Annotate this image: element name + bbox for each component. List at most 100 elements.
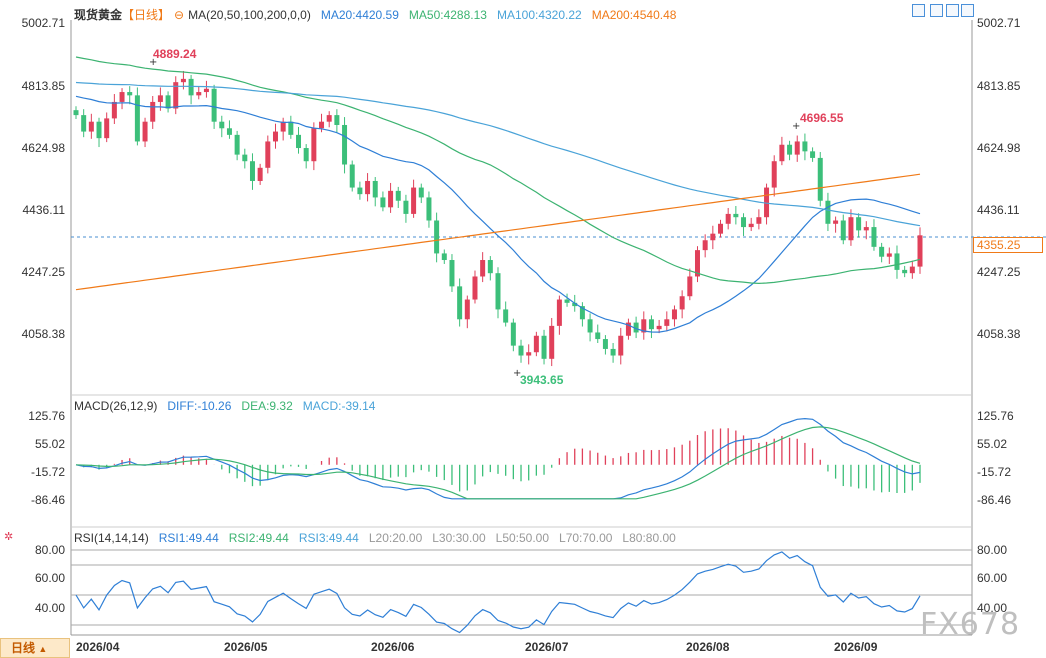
candle-body [825,200,831,224]
rsi-l80: L80:80.00 [622,531,676,545]
candle-body [549,325,555,359]
macd-group [75,417,921,500]
macd-tick-left-3: -86.46 [30,493,65,507]
candle-body [96,121,102,139]
candle-body [380,197,386,208]
candle-body [694,250,700,277]
macd-tick-right-0: 125.76 [977,409,1014,423]
ma20-line [75,95,921,333]
candle-body [472,276,478,300]
candle-body [234,134,240,155]
candle-body [564,299,570,303]
candle-body [326,115,332,122]
candle-body [702,240,708,251]
candle-body [211,88,217,122]
candle-body [756,217,762,224]
macd-dea-line [75,426,921,500]
candle-body [180,78,186,83]
macd-legend: MACD(26,12,9) DIFF:-10.26 DEA:9.32 MACD:-39… [74,399,385,413]
candle-body [272,131,278,142]
candle-body [764,187,770,218]
ma-label: MA(20,50,100,200,0,0) [188,8,311,22]
candle-body [434,220,440,254]
candle-body [787,144,793,155]
candle-body [572,302,578,307]
rsi-tick-right-2: 40.00 [977,601,1008,615]
candle-body [718,223,724,234]
candle-body [886,253,892,257]
candle-body [104,118,110,139]
candle-body [165,95,171,109]
crosshair-icon[interactable] [912,4,925,17]
candle-body [579,306,585,320]
candle-body [311,128,317,162]
candle-body [909,266,915,274]
candle-body [533,335,539,353]
candle-body [602,339,608,349]
candle-body [296,134,302,149]
candle-body [771,161,777,188]
candle-body [249,161,255,181]
price-tick-left-1: 4813.85 [21,79,65,93]
price-tick-right-3: 4436.11 [977,203,1020,217]
zoom-out-icon[interactable] [930,4,943,17]
candle-body [625,322,631,336]
moving-averages-group [75,56,921,333]
candle-body [265,141,271,168]
annotation-high-1: 4889.24 [153,47,197,61]
candle-body [541,335,547,359]
rsi1-line [75,551,921,634]
candle-body [610,348,616,356]
macd-tick-left-0: 125.76 [28,409,65,423]
candle-body [372,180,378,198]
candle-body [173,82,179,109]
candle-body [257,167,263,181]
rsi3-value: RSI3:49.44 [298,531,359,545]
price-legend: 现货黄金【日线】 ⊖ MA(20,50,100,200,0,0) MA20:4420.… [74,6,686,23]
candle-body [664,319,670,326]
candle-body [157,95,163,102]
ma100-value: MA100:4320.22 [496,8,582,22]
annotation-high-2-marker: + [792,121,800,132]
period-select-button[interactable]: 日线 ▲ [0,638,70,658]
macd-tick-right-2: -15.72 [977,465,1012,479]
candle-body [127,92,133,96]
fullscreen-icon[interactable] [961,4,974,17]
candle-body [464,299,470,320]
ma20-value: MA20:4420.59 [320,8,399,22]
rsi-tick-left-2: 40.00 [34,601,65,615]
candle-body [487,260,493,274]
candle-body [871,227,877,247]
candle-body [817,157,823,201]
candle-body [526,352,532,356]
price-tick-right-5: 4058.38 [977,327,1021,341]
rsi-settings-icon[interactable]: ✲ [4,531,14,543]
candle-body [111,101,117,119]
candle-body [357,187,363,195]
candle-body [226,128,232,135]
macd-value: MACD:-39.14 [302,399,376,413]
price-tick-left-2: 4624.98 [21,141,65,155]
x-tick-5: 2026/09 [834,640,878,654]
candle-body [902,269,908,274]
candle-body [196,92,202,96]
rsi2-value: RSI2:49.44 [228,531,289,545]
rsi-l30: L30:30.00 [432,531,486,545]
candle-body [848,217,854,241]
rsi-tick-left-1: 60.00 [34,571,65,585]
rsi-l70: L70:70.00 [559,531,613,545]
settings-icon[interactable]: ⊖ [174,8,185,22]
candle-body [587,319,593,333]
ma200-value: MA200:4540.48 [591,8,677,22]
candle-body [334,115,340,125]
candle-body [242,154,248,162]
candle-body [648,319,654,330]
candle-body [150,101,156,122]
candle-body [319,121,325,129]
macd-tick-left-1: 55.02 [34,437,65,451]
candle-body [88,121,94,132]
rsi-l20: L20:20.00 [368,531,423,545]
window-icon[interactable] [946,4,959,17]
annotation-low: 3943.65 [520,373,564,387]
